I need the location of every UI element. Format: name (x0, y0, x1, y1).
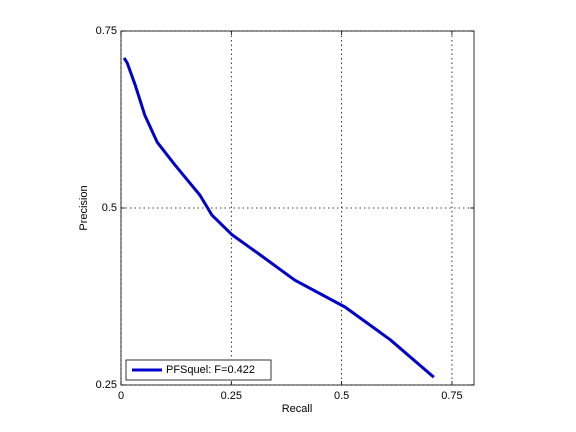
x-tick-label: 0.5 (334, 390, 349, 402)
legend-label: PFSquel: F=0.422 (166, 364, 255, 376)
y-tick-label: 0.25 (96, 379, 117, 391)
y-axis-label: Precision (78, 185, 90, 230)
x-axis-label: Recall (282, 403, 313, 415)
x-tick-label: 0 (118, 390, 124, 402)
x-tick-label: 0.75 (441, 390, 462, 402)
legend-box (125, 359, 272, 381)
x-tick-label: 0.25 (221, 390, 242, 402)
y-tick-label: 0.75 (96, 25, 117, 37)
series-line (122, 57, 435, 379)
y-tick-label: 0.5 (102, 202, 117, 214)
axes-box (120, 30, 475, 386)
